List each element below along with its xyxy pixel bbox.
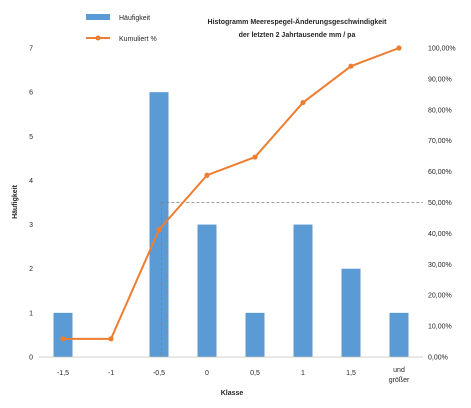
x-tick-label: -1 — [108, 370, 114, 377]
y-left-tick-label: 3 — [29, 222, 33, 229]
x-tick-label: 0,5 — [250, 370, 260, 377]
y-right-tick-label: 80,00% — [428, 107, 452, 114]
cumulative-point — [348, 63, 354, 69]
cumulative-point — [60, 336, 66, 342]
cumulative-point — [396, 45, 402, 51]
legend-swatch-marker — [95, 35, 101, 41]
x-tick-label: 1,5 — [346, 370, 356, 377]
cumulative-line — [63, 47, 400, 340]
cumulative-point — [252, 154, 258, 160]
x-tick-label: -0,5 — [153, 370, 165, 377]
y-left-tick-label: 4 — [29, 178, 33, 185]
y-axis-title: Häufigkeit — [12, 184, 19, 219]
x-tick-label: größer — [389, 377, 410, 384]
y-right-tick-label: 50,00% — [428, 200, 452, 207]
y-left-tick-label: 2 — [29, 266, 33, 273]
histogram-bar — [293, 224, 313, 357]
y-right-tick-label: 10,00% — [428, 324, 452, 331]
x-tick-label: -1,5 — [57, 370, 69, 377]
y-right-tick-label: 90,00% — [428, 76, 452, 83]
y-right-tick-label: 70,00% — [428, 138, 452, 145]
histogram-bar — [149, 92, 169, 358]
legend: Häufigkeit Kumuliert % — [86, 14, 157, 43]
y-right-tick-label: 40,00% — [428, 231, 452, 238]
legend-label-haeufigkeit: Häufigkeit — [119, 15, 150, 22]
histogram-bar — [389, 312, 409, 357]
y-right-tick-label: 0,00% — [428, 355, 448, 362]
y-right-tick-label: 60,00% — [428, 169, 452, 176]
cumulative-point — [300, 99, 306, 106]
y-left-tick-label: 1 — [29, 310, 33, 317]
histogram-bar — [197, 224, 217, 357]
histogram-bar — [245, 312, 265, 357]
chart-title-line-2: der letzten 2 Jahrtausende mm / pa — [239, 32, 356, 39]
legend-label-kumuliert: Kumuliert % — [119, 36, 157, 43]
x-axis-title: Klasse — [221, 390, 244, 397]
y-right-tick-label: 100,00% — [428, 46, 456, 53]
y-left-tick-label: 7 — [29, 46, 33, 53]
chart-title: Histogramm Meerespegel-Änderungsgeschwin… — [208, 18, 388, 39]
cumulative-point — [108, 336, 114, 342]
y-left-tick-label: 0 — [29, 355, 33, 362]
x-tick-label: und — [393, 367, 405, 374]
y-left-tick-label: 6 — [29, 90, 33, 97]
x-tick-label: 0 — [205, 370, 209, 377]
chart-title-line-1: Histogramm Meerespegel-Änderungsgeschwin… — [208, 18, 388, 26]
legend-swatch-bar — [86, 14, 110, 20]
cumulative-point — [204, 172, 210, 178]
cumulative-point — [156, 227, 162, 233]
y-right-tick-label: 30,00% — [428, 262, 452, 269]
y-right-tick-label: 20,00% — [428, 293, 452, 300]
y-left-tick-label: 5 — [29, 134, 33, 141]
x-tick-label: 1 — [301, 370, 305, 377]
histogram-bar — [341, 268, 361, 357]
histogram-bar — [53, 312, 73, 357]
